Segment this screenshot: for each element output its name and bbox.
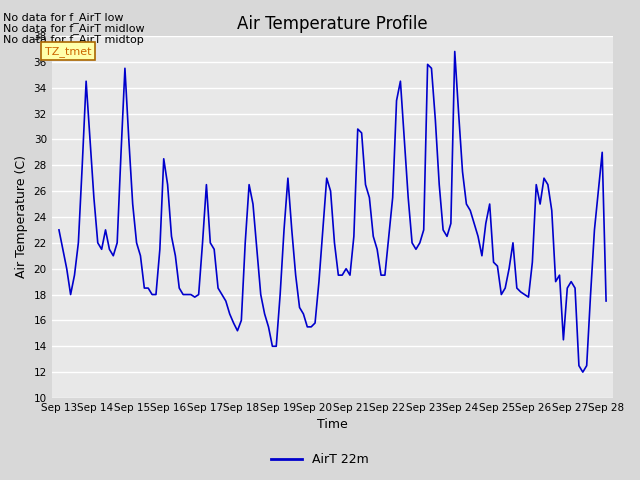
Title: Air Temperature Profile: Air Temperature Profile xyxy=(237,15,428,33)
Y-axis label: Air Temperature (C): Air Temperature (C) xyxy=(15,156,28,278)
Text: TZ_tmet: TZ_tmet xyxy=(45,46,92,57)
Legend: AirT 22m: AirT 22m xyxy=(266,448,374,471)
Text: No data for f_AirT low: No data for f_AirT low xyxy=(3,12,124,23)
Text: No data for f_AirT midtop: No data for f_AirT midtop xyxy=(3,34,144,45)
X-axis label: Time: Time xyxy=(317,419,348,432)
Text: No data for f_AirT midlow: No data for f_AirT midlow xyxy=(3,23,145,34)
